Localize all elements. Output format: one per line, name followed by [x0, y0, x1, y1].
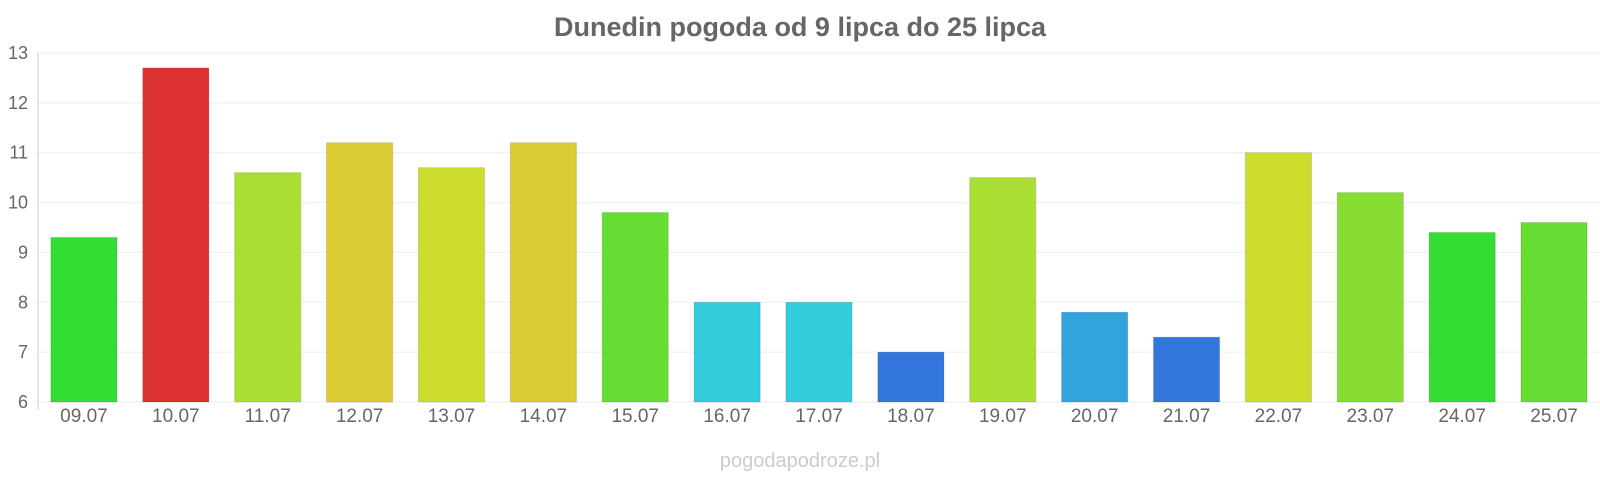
y-axis-ticks: 6 7 8 9 10 11 12 13 [8, 43, 28, 412]
bar-14.07 [509, 142, 577, 403]
watermark: pogodapodroze.pl [720, 450, 880, 472]
x-tick-label: 25.07 [1530, 406, 1578, 427]
bar-21.07 [1152, 336, 1221, 403]
x-tick-label: 19.07 [979, 406, 1027, 427]
x-tick-label: 22.07 [1255, 406, 1303, 427]
x-tick-label: 16.07 [703, 406, 751, 427]
x-tick-label: 20.07 [1071, 406, 1119, 427]
bar-19.07 [969, 177, 1037, 403]
x-tick-label: 21.07 [1163, 406, 1211, 427]
x-axis-ticks: 09.07 10.07 11.07 12.07 13.07 14.07 15.07 16.07… [60, 406, 1578, 427]
x-tick-label: 23.07 [1347, 406, 1395, 427]
y-tick-label: 7 [18, 342, 28, 362]
x-tick-label: 12.07 [336, 406, 384, 427]
bar-24.07 [1428, 231, 1496, 403]
bars [50, 67, 1588, 403]
y-tick-label: 11 [9, 143, 28, 163]
y-tick-label: 9 [18, 242, 28, 262]
bar-12.07 [326, 142, 394, 403]
x-tick-label: 15.07 [611, 406, 659, 427]
bar-11.07 [234, 172, 302, 403]
x-tick-label: 09.07 [60, 406, 108, 427]
x-tick-label: 13.07 [428, 406, 476, 427]
chart-title: Dunedin pogoda od 9 lipca do 25 lipca [554, 12, 1047, 42]
bar-23.07 [1336, 192, 1404, 403]
x-tick-label: 10.07 [152, 406, 200, 427]
bar-25.07 [1520, 222, 1588, 403]
bar-18.07 [877, 351, 945, 403]
bar-16.07 [693, 301, 761, 403]
bar-20.07 [1061, 311, 1129, 403]
bar-09.07 [50, 236, 118, 403]
y-tick-label: 8 [18, 292, 28, 312]
bar-15.07 [601, 212, 669, 403]
bar-10.07 [142, 67, 210, 403]
bar-17.07 [785, 301, 853, 403]
y-tick-label: 10 [8, 193, 28, 213]
y-tick-label: 13 [8, 43, 28, 63]
y-tick-label: 6 [18, 392, 28, 412]
x-tick-label: 17.07 [795, 406, 843, 427]
x-tick-label: 11.07 [245, 406, 291, 427]
x-tick-label: 14.07 [520, 406, 568, 427]
bar-13.07 [417, 167, 486, 403]
y-tick-label: 12 [8, 93, 28, 113]
x-tick-label: 24.07 [1438, 406, 1486, 427]
bar-22.07 [1244, 152, 1312, 403]
x-tick-label: 18.07 [887, 406, 935, 427]
